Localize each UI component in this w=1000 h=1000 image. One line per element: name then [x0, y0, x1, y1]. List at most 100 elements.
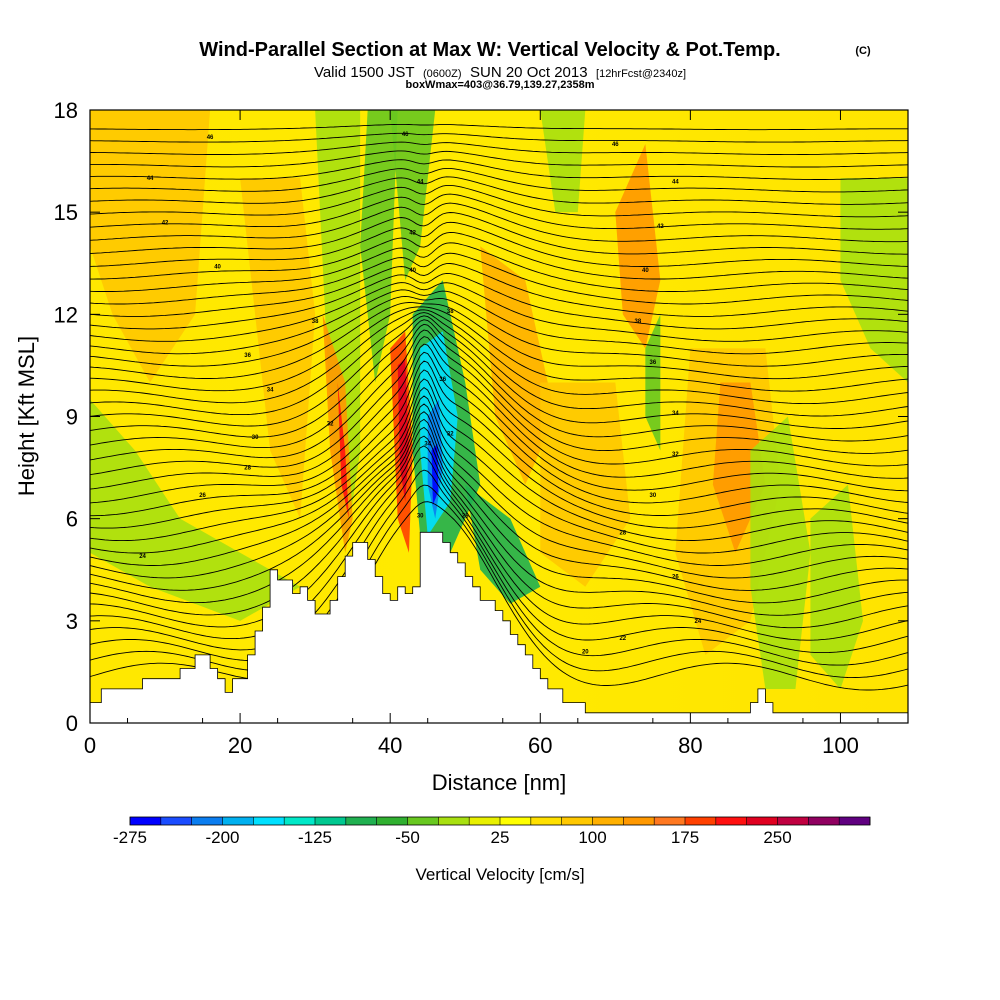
- theta-contour: [90, 456, 908, 654]
- theta-contour: [90, 501, 908, 691]
- y-tick-label: 15: [54, 200, 78, 225]
- contour-label: 34: [424, 442, 431, 448]
- contour-labels: 44 42 40 36 34 30 28 26 24 46 38 32 46 44 42 40 38 36 32 34…: [139, 132, 702, 656]
- colorbar-tick-label: -50: [395, 828, 420, 847]
- updraft-region: [615, 144, 661, 349]
- colorbar-swatch: [808, 817, 840, 825]
- downdraft-region: [540, 110, 586, 213]
- colorbar-swatch: [222, 817, 254, 825]
- colorbar-swatch: [530, 817, 562, 825]
- colorbar-swatch: [160, 817, 192, 825]
- x-axis: 0 20 40 60 80 100: [84, 110, 879, 758]
- contour-label: 24: [695, 619, 702, 625]
- colorbar-label: Vertical Velocity [cm/s]: [415, 865, 584, 884]
- y-tick-label: 6: [66, 507, 78, 532]
- contour-label: 46: [207, 135, 214, 141]
- theta-contour: [90, 176, 908, 205]
- x-tick-label: 20: [228, 733, 252, 758]
- x-tick-label: 40: [378, 733, 402, 758]
- theta-contour: [90, 418, 908, 604]
- theta-contour: [90, 212, 908, 255]
- theta-contour: [90, 150, 908, 168]
- theta-contour: [90, 484, 908, 679]
- theta-contour: [90, 387, 908, 554]
- subtitle-date: SUN 20 Oct 2013: [470, 64, 588, 81]
- theta-contour: [90, 309, 908, 405]
- theta-contour: [90, 329, 908, 467]
- colorbar-swatch: [777, 817, 809, 825]
- contour-label: 40: [642, 268, 649, 274]
- x-tick-label: 100: [822, 733, 859, 758]
- downdraft-region: [750, 416, 811, 689]
- contour-label: 32: [327, 421, 334, 427]
- theta-contour: [90, 295, 908, 367]
- colorbar: -275 -200 -125 -50 25 100 175 250: [113, 816, 871, 847]
- contour-label: 32: [447, 432, 454, 438]
- chart-subtitle-2: boxWmax=403@36.79,139.27,2358m: [406, 79, 595, 91]
- y-axis-label: Height [Kft MSL]: [14, 336, 39, 496]
- theta-contour: [90, 445, 908, 641]
- theta-contour: [90, 282, 908, 342]
- contour-label: 36: [650, 360, 657, 366]
- colorbar-swatch: [345, 817, 377, 825]
- theta-contour: [90, 435, 908, 629]
- colorbar-swatch: [407, 817, 439, 825]
- chart-subtitle: Valid 1500 JST (0600Z) SUN 20 Oct 2013 […: [314, 64, 686, 81]
- theta-contour: [90, 159, 908, 180]
- contour-label: 40: [409, 268, 416, 274]
- theta-contour: [90, 123, 908, 131]
- theta-contour: [90, 378, 908, 542]
- colorbar-swatch: [592, 817, 624, 825]
- updraft-region: [240, 178, 316, 519]
- contour-label: 44: [147, 176, 154, 182]
- contour-label: 44: [672, 180, 679, 186]
- terrain: [90, 531, 908, 723]
- contour-label: 22: [619, 636, 626, 642]
- colorbar-swatch: [376, 817, 408, 825]
- updraft-region: [480, 246, 556, 485]
- contour-label: 46: [612, 142, 619, 148]
- colorbar-swatch: [284, 817, 316, 825]
- colorbar-swatch: [746, 817, 778, 825]
- theta-contour: [90, 315, 908, 429]
- contour-label: 42: [162, 220, 169, 226]
- contour-label: 20: [582, 649, 589, 655]
- theta-contour: [90, 319, 908, 442]
- updraft-region: [337, 382, 349, 519]
- theta-contour: [90, 351, 908, 504]
- downdraft-region: [810, 484, 863, 689]
- colorbar-tick-label: 250: [763, 828, 791, 847]
- colorbar-swatch: [654, 817, 686, 825]
- contour-label: 34: [267, 387, 274, 393]
- subtitle-valid: Valid 1500 JST: [314, 64, 415, 81]
- theta-contour: [90, 360, 908, 517]
- colorbar-swatch: [253, 817, 285, 825]
- subtitle-utc: (0600Z): [423, 68, 462, 80]
- theta-contour: [90, 242, 908, 292]
- theta-contour: [90, 302, 908, 380]
- theta-contour: [90, 141, 908, 156]
- y-tick-label: 12: [54, 302, 78, 327]
- contour-label: 26: [672, 575, 679, 581]
- contour-label: 28: [244, 466, 251, 472]
- theta-contour: [90, 221, 908, 267]
- contour-label: 34: [672, 411, 679, 417]
- theta-contour: [90, 184, 908, 218]
- theta-contour: [90, 132, 908, 143]
- contour-label: 28: [619, 530, 626, 536]
- contour-label: 44: [417, 180, 424, 186]
- contour-label: 24: [139, 554, 146, 560]
- contour-label: 36: [439, 377, 446, 383]
- theta-contour: [90, 403, 908, 579]
- theta-contour: [90, 426, 908, 616]
- colorbar-swatch: [315, 817, 347, 825]
- contour-label: 38: [312, 319, 319, 325]
- theta-contour: [90, 231, 908, 280]
- colorbar-swatch: [191, 817, 223, 825]
- theta-contour: [90, 272, 908, 330]
- theta-contour: [90, 202, 908, 243]
- contour-label: 28: [462, 513, 469, 519]
- downdraft-region: [315, 110, 361, 553]
- theta-contour: [90, 289, 908, 355]
